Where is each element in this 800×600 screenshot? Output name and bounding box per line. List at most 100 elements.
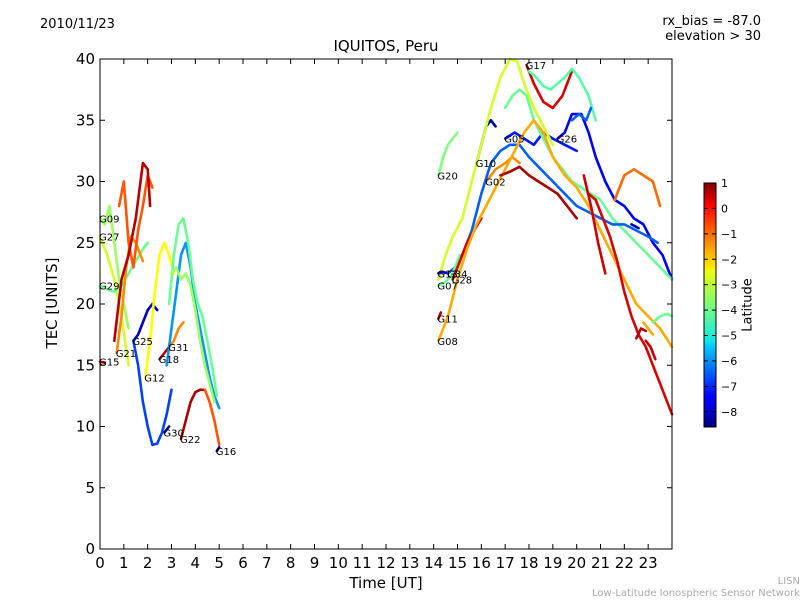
- series-line-go1: [613, 168, 662, 208]
- colorbar-tick-label: −4: [721, 304, 737, 317]
- x-tick-label: 7: [262, 554, 272, 572]
- series-line-gs1: [527, 67, 598, 122]
- x-tick-label: 6: [238, 554, 248, 572]
- x-tick-label: 1: [119, 554, 129, 572]
- credit-long: Low-Latitude Ionospheric Sensor Network: [592, 588, 800, 599]
- series-line-gb1: [132, 339, 173, 447]
- series-label-g28: G28: [452, 276, 472, 287]
- y-tick-label: 0: [85, 540, 95, 558]
- x-tick-label: 5: [214, 554, 224, 572]
- series-line-g34: [446, 143, 660, 275]
- series-line-gr1: [117, 174, 154, 269]
- series-label-g09: G09: [99, 214, 119, 225]
- series-line-g17: [525, 63, 574, 110]
- y-tick-label: 15: [76, 356, 95, 374]
- series-line-g27: [98, 235, 130, 367]
- x-axis-label: Time [UT]: [349, 574, 423, 592]
- series-line-gs3: [437, 57, 555, 281]
- series-line-g08: [437, 119, 674, 349]
- x-tick-label: 14: [424, 554, 443, 572]
- colorbar-tick-label: 0: [721, 202, 728, 215]
- x-tick-label: 8: [286, 554, 296, 572]
- series-label-g25: G25: [132, 337, 152, 348]
- y-tick-label: 35: [76, 111, 95, 129]
- series-line-g02: [484, 155, 521, 183]
- series-label-g07: G07: [437, 282, 457, 293]
- x-tick-label: 18: [519, 554, 538, 572]
- x-tick-label: 9: [310, 554, 320, 572]
- colorbar-tick-label: 1: [721, 177, 728, 190]
- x-tick-label: 21: [591, 554, 610, 572]
- x-tick-label: 0: [95, 554, 105, 572]
- series-label-g13: G13: [437, 269, 457, 280]
- series-line-gs2: [503, 88, 674, 281]
- x-tick-label: 17: [496, 554, 515, 572]
- y-tick-label: 20: [76, 295, 95, 313]
- x-tick-label: 12: [376, 554, 395, 572]
- colorbar: [703, 182, 717, 428]
- series-label-g18: G18: [159, 355, 179, 366]
- series-label-g30: G30: [163, 429, 183, 440]
- series-label-g29: G29: [99, 282, 119, 293]
- series-line-gr4: [587, 192, 674, 416]
- x-tick-label: 20: [567, 554, 586, 572]
- y-tick-label: 40: [76, 50, 95, 68]
- series-line-g12: [144, 241, 176, 379]
- y-tick-label: 25: [76, 234, 95, 252]
- series-label-g11: G11: [437, 315, 457, 326]
- series-label-g05: G05: [504, 135, 524, 146]
- series-label-g27: G27: [99, 233, 119, 244]
- series-line-gr2: [113, 161, 152, 343]
- series-label-g26: G26: [557, 135, 577, 146]
- x-tick-label: 23: [639, 554, 658, 572]
- x-tick-label: 19: [543, 554, 562, 572]
- series-line-g07: [437, 253, 462, 287]
- chart-title: IQUITOS, Peru: [333, 37, 439, 55]
- colorbar-tick-label: −7: [721, 380, 737, 393]
- series-label-g17: G17: [526, 61, 546, 72]
- plot-frame: [99, 58, 673, 550]
- series-label-g08: G08: [437, 337, 457, 348]
- series-line-g13: [437, 270, 450, 275]
- series-line-g15: [98, 360, 107, 365]
- colorbar-tick-label: −1: [721, 228, 737, 241]
- rx-bias-label: rx_bias = -87.0: [662, 14, 761, 29]
- series-line-gc2: [570, 106, 593, 122]
- x-tick-label: 10: [329, 554, 348, 572]
- x-tick-label: 13: [400, 554, 419, 572]
- x-tick-label: 15: [448, 554, 467, 572]
- y-tick-label: 10: [76, 418, 95, 436]
- series-label-g20: G20: [437, 171, 457, 182]
- y-tick-label: 30: [76, 173, 95, 191]
- series-line-g05: [503, 131, 579, 153]
- colorbar-tick-label: −5: [721, 330, 737, 343]
- series-line-gr6: [634, 327, 648, 340]
- series-label-g10: G10: [476, 159, 496, 170]
- series-label-g34: G34: [447, 269, 467, 280]
- series-line-g22: [179, 388, 207, 441]
- series-label-g15: G15: [99, 358, 119, 369]
- series-label-g31: G31: [168, 343, 188, 354]
- series-line-g11: [437, 311, 443, 321]
- series-line-g30: [163, 425, 171, 434]
- series-line-g16: [215, 445, 221, 453]
- series-line-gr5: [582, 174, 607, 275]
- y-tick-label: 5: [85, 479, 95, 497]
- series-label-g02: G02: [485, 178, 505, 189]
- x-tick-label: 11: [353, 554, 372, 572]
- x-tick-label: 4: [191, 554, 201, 572]
- colorbar-tick-label: −3: [721, 279, 737, 292]
- colorbar-tick-label: −8: [721, 406, 737, 419]
- credit-short: LISN: [777, 576, 800, 587]
- series-label-g12: G12: [144, 374, 164, 385]
- series-label-g22: G22: [180, 435, 200, 446]
- colorbar-tick-label: −6: [721, 355, 737, 368]
- x-tick-label: 2: [143, 554, 153, 572]
- series-label-g16: G16: [216, 447, 236, 458]
- series-line-g20: [437, 131, 459, 177]
- series-line-gg2: [170, 265, 216, 404]
- series-line-g31: [167, 321, 185, 349]
- series-line-gr7: [644, 339, 657, 361]
- colorbar-tick-label: −2: [721, 253, 737, 266]
